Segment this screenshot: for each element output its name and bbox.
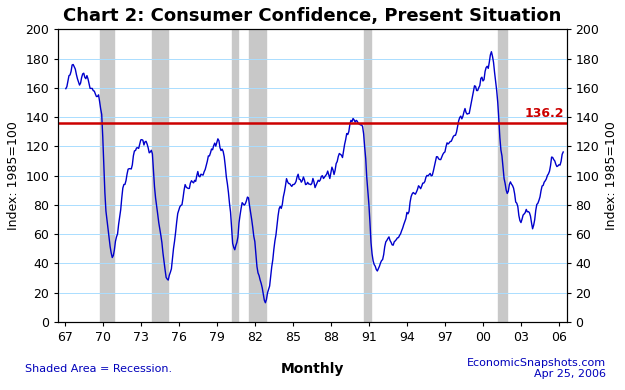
Bar: [232, 29, 238, 322]
Y-axis label: Index: 1985=100: Index: 1985=100: [605, 121, 618, 230]
Bar: [99, 29, 114, 322]
Y-axis label: Index: 1985=100: Index: 1985=100: [7, 121, 20, 230]
Text: Monthly: Monthly: [281, 362, 344, 376]
Bar: [364, 29, 371, 322]
Text: Shaded Area = Recession.: Shaded Area = Recession.: [25, 363, 172, 374]
Title: Chart 2: Consumer Confidence, Present Situation: Chart 2: Consumer Confidence, Present Si…: [63, 7, 562, 25]
Bar: [249, 29, 266, 322]
Text: 136.2: 136.2: [524, 107, 564, 120]
Bar: [498, 29, 508, 322]
Bar: [152, 29, 168, 322]
Text: EconomicSnapshots.com
Apr 25, 2006: EconomicSnapshots.com Apr 25, 2006: [467, 358, 606, 379]
